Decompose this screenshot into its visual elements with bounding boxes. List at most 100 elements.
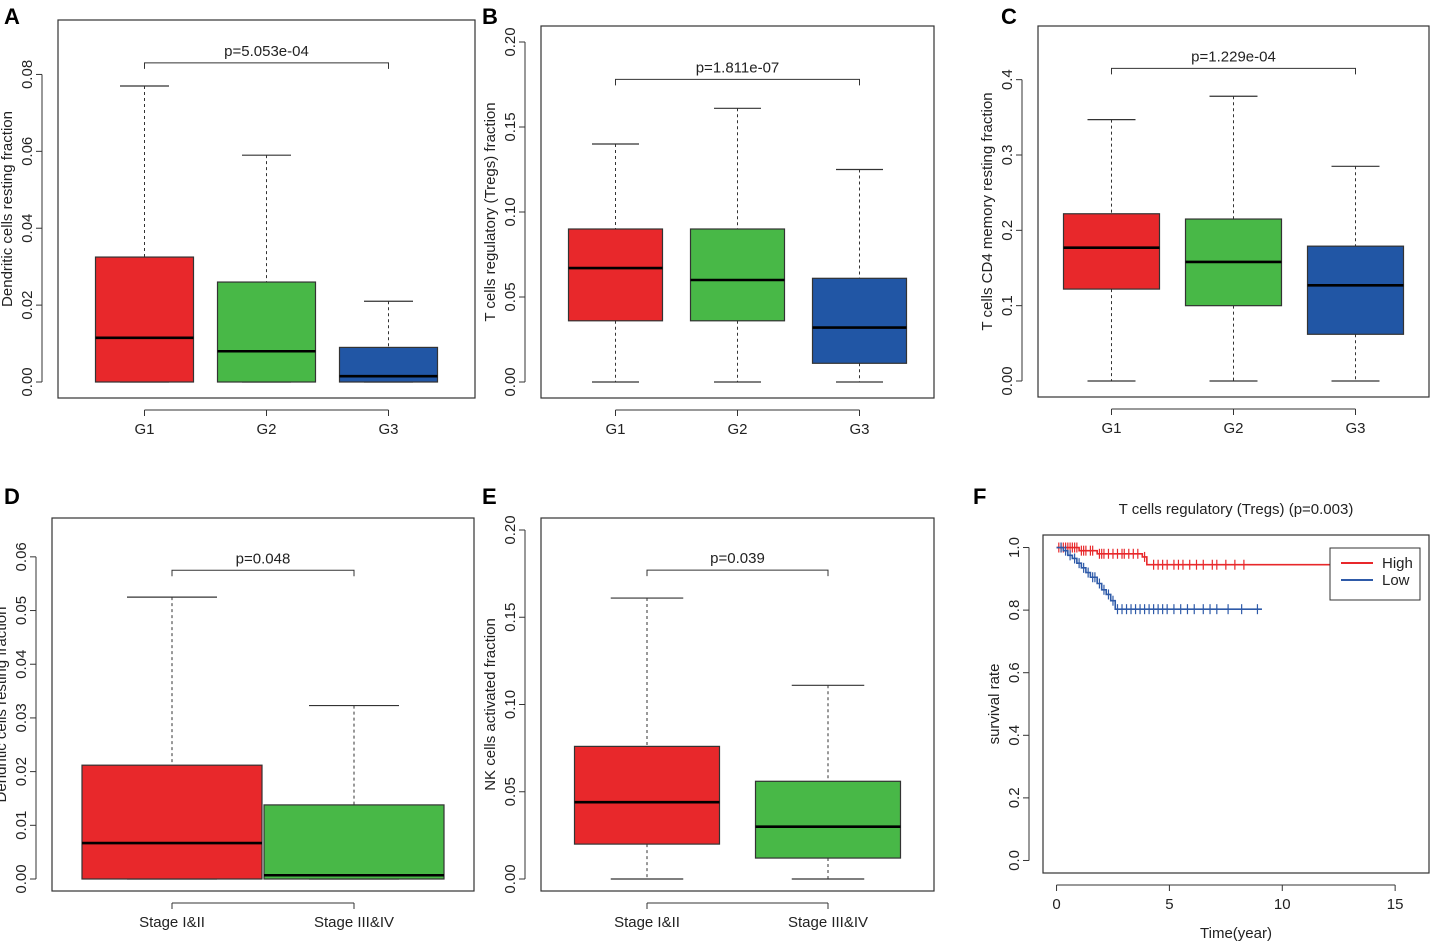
panel-letter-f: F	[973, 484, 986, 509]
panel-letter-d: D	[4, 484, 20, 509]
panel-f-y-axis-label: survival rate	[986, 664, 1003, 745]
panel-d-y-tick-label: 0.04	[13, 650, 30, 679]
panel-e-p-value: p=0.039	[710, 550, 765, 567]
panel-d-significance-bracket	[171, 569, 355, 577]
panel-letter-b: B	[482, 4, 498, 29]
panel-e-y-axis-label: NK cells activated fraction	[482, 618, 499, 791]
panel-a-y-tick-label: 0.04	[19, 214, 36, 243]
panel-c-x-tick-label: G3	[1345, 420, 1365, 437]
panel-a-frame	[57, 19, 476, 399]
panel-e-y-tick-label: 0.20	[502, 515, 519, 544]
panel-a-x-tick-label: G1	[134, 421, 154, 438]
panel-e-y-tick-label: 0.05	[502, 777, 519, 806]
panel-f-x-axis-label: Time(year)	[1200, 925, 1272, 942]
panel-d-y-tick-label: 0.01	[13, 811, 30, 840]
panel-e-x-tick-label: Stage I&II	[614, 914, 680, 931]
survival-curve-high	[1056, 546, 1348, 566]
panel-b-y-tick-label: 0.10	[502, 197, 519, 226]
panel-e-boxplot: 0.00 0.05 0.10 0.15 0.20 NK cells activated f…	[482, 515, 935, 931]
panel-f-y-tick-label: 0.8	[1006, 600, 1023, 621]
panel-a-x-tick-label: G2	[256, 421, 276, 438]
panel-b-box-3	[811, 277, 908, 364]
panel-f-y-tick-label: 0.4	[1006, 725, 1023, 746]
panel-b-significance-bracket	[615, 78, 860, 86]
panel-e-significance-bracket	[646, 569, 829, 577]
panel-e-y-tick-label: 0.15	[502, 603, 519, 632]
panel-c-x-tick-label: G2	[1223, 420, 1243, 437]
panel-f-y-tick-label: 0.6	[1006, 662, 1023, 683]
panel-a-y-tick-label: 0.02	[19, 291, 36, 320]
panel-a-y-tick-label: 0.00	[19, 367, 36, 396]
panel-a-box-2	[216, 281, 317, 383]
panel-a-p-value: p=5.053e-04	[224, 43, 309, 60]
legend-label-low: Low	[1382, 572, 1410, 589]
panel-b-boxplot: 0.00 0.05 0.10 0.15 0.20 T cells regulatory (…	[482, 25, 935, 438]
panel-d-x-tick-label: Stage I&II	[139, 914, 205, 931]
panel-a-x-tick-label: G3	[378, 421, 398, 438]
panel-f-y-tick-label: 0.2	[1006, 787, 1023, 808]
panel-a-significance-bracket	[144, 62, 389, 69]
panel-letter-e: E	[482, 484, 497, 509]
panel-d-box-1	[81, 764, 263, 880]
survival-curve-low	[1056, 546, 1262, 610]
panel-f-x-tick-label: 10	[1274, 896, 1291, 913]
panel-c-frame	[1037, 25, 1430, 398]
panel-c-y-tick-label: 0.3	[999, 145, 1016, 166]
panel-b-frame	[540, 25, 935, 399]
panel-d-y-tick-label: 0.05	[13, 596, 30, 625]
panel-a-y-axis-label: Dendritic cells resting fraction	[0, 111, 16, 307]
panel-e-box-2	[754, 780, 902, 859]
panel-f-y-tick-label: 0.0	[1006, 850, 1023, 871]
panel-d-y-tick-label: 0.06	[13, 542, 30, 571]
legend-label-high: High	[1382, 555, 1413, 572]
panel-letter-a: A	[4, 4, 20, 29]
panel-e-y-tick-label: 0.10	[502, 690, 519, 719]
panel-a-box-1	[94, 256, 195, 383]
panel-c-boxplot: 0.00 0.1 0.2 0.3 0.4T cells CD4 memory resti…	[979, 25, 1430, 437]
panel-f-x-tick-label: 15	[1387, 896, 1404, 913]
panel-e-x-tick-label: Stage III&IV	[788, 914, 868, 931]
panel-f-y-tick-label: 1.0	[1006, 537, 1023, 558]
panel-d-y-tick-label: 0.02	[13, 757, 30, 786]
panel-b-box-2	[689, 228, 786, 322]
panel-letter-c: C	[1001, 4, 1017, 29]
panel-d-y-tick-label: 0.03	[13, 703, 30, 732]
panel-a-y-tick-label: 0.06	[19, 137, 36, 166]
panel-b-x-tick-label: G1	[605, 421, 625, 438]
panel-f-frame	[1042, 534, 1430, 874]
panel-f-x-tick-label: 0	[1052, 896, 1060, 913]
panel-c-y-tick-label: 0.4	[999, 69, 1016, 90]
panel-c-y-tick-label: 0.1	[999, 295, 1016, 316]
panel-b-y-axis-label: T cells regulatory (Tregs) fraction	[482, 102, 499, 321]
legend-box	[1329, 547, 1421, 601]
panel-b-y-tick-label: 0.05	[502, 282, 519, 311]
panel-e-y-tick-label: 0.00	[502, 864, 519, 893]
panel-d-x-tick-label: Stage III&IV	[314, 914, 394, 931]
panel-c-p-value: p=1.229e-04	[1191, 48, 1276, 65]
panel-b-y-tick-label: 0.00	[502, 367, 519, 396]
panel-a-boxplot: 0.00 0.02 0.04 0.06 0.08 Dendritic cells rest…	[0, 19, 476, 438]
panel-f-survival-plot: T cells regulatory (Tregs) (p=0.003) 0.0 0…	[986, 501, 1430, 942]
panel-c-box-1	[1062, 213, 1161, 290]
panel-e-box-1	[573, 745, 721, 845]
panel-e-frame	[540, 517, 935, 892]
panel-c-y-tick-label: 0.2	[999, 220, 1016, 241]
panel-f-title: T cells regulatory (Tregs) (p=0.003)	[1119, 501, 1354, 518]
panel-d-y-tick-label: 0.00	[13, 864, 30, 893]
panel-c-y-tick-label: 0.00	[999, 366, 1016, 395]
panel-c-box-3	[1306, 245, 1405, 335]
panel-b-x-tick-label: G2	[727, 421, 747, 438]
panel-a-y-tick-label: 0.08	[19, 60, 36, 89]
panel-c-significance-bracket	[1111, 67, 1356, 75]
panel-f-x-tick-label: 5	[1165, 896, 1173, 913]
panel-d-y-axis-label: Dendritic cells resting fraction	[0, 607, 10, 803]
panel-b-box-1	[567, 228, 664, 322]
panel-b-y-tick-label: 0.20	[502, 27, 519, 56]
panel-b-p-value: p=1.811e-07	[696, 59, 780, 76]
panel-d-box-2	[263, 804, 445, 880]
panel-d-frame	[51, 517, 475, 892]
panel-d-boxplot: 0.00 0.01 0.02 0.03 0.04 0.05 0.06 Dendritic ce…	[0, 517, 475, 931]
panel-b-x-tick-label: G3	[849, 421, 869, 438]
panel-d-p-value: p=0.048	[236, 550, 291, 567]
